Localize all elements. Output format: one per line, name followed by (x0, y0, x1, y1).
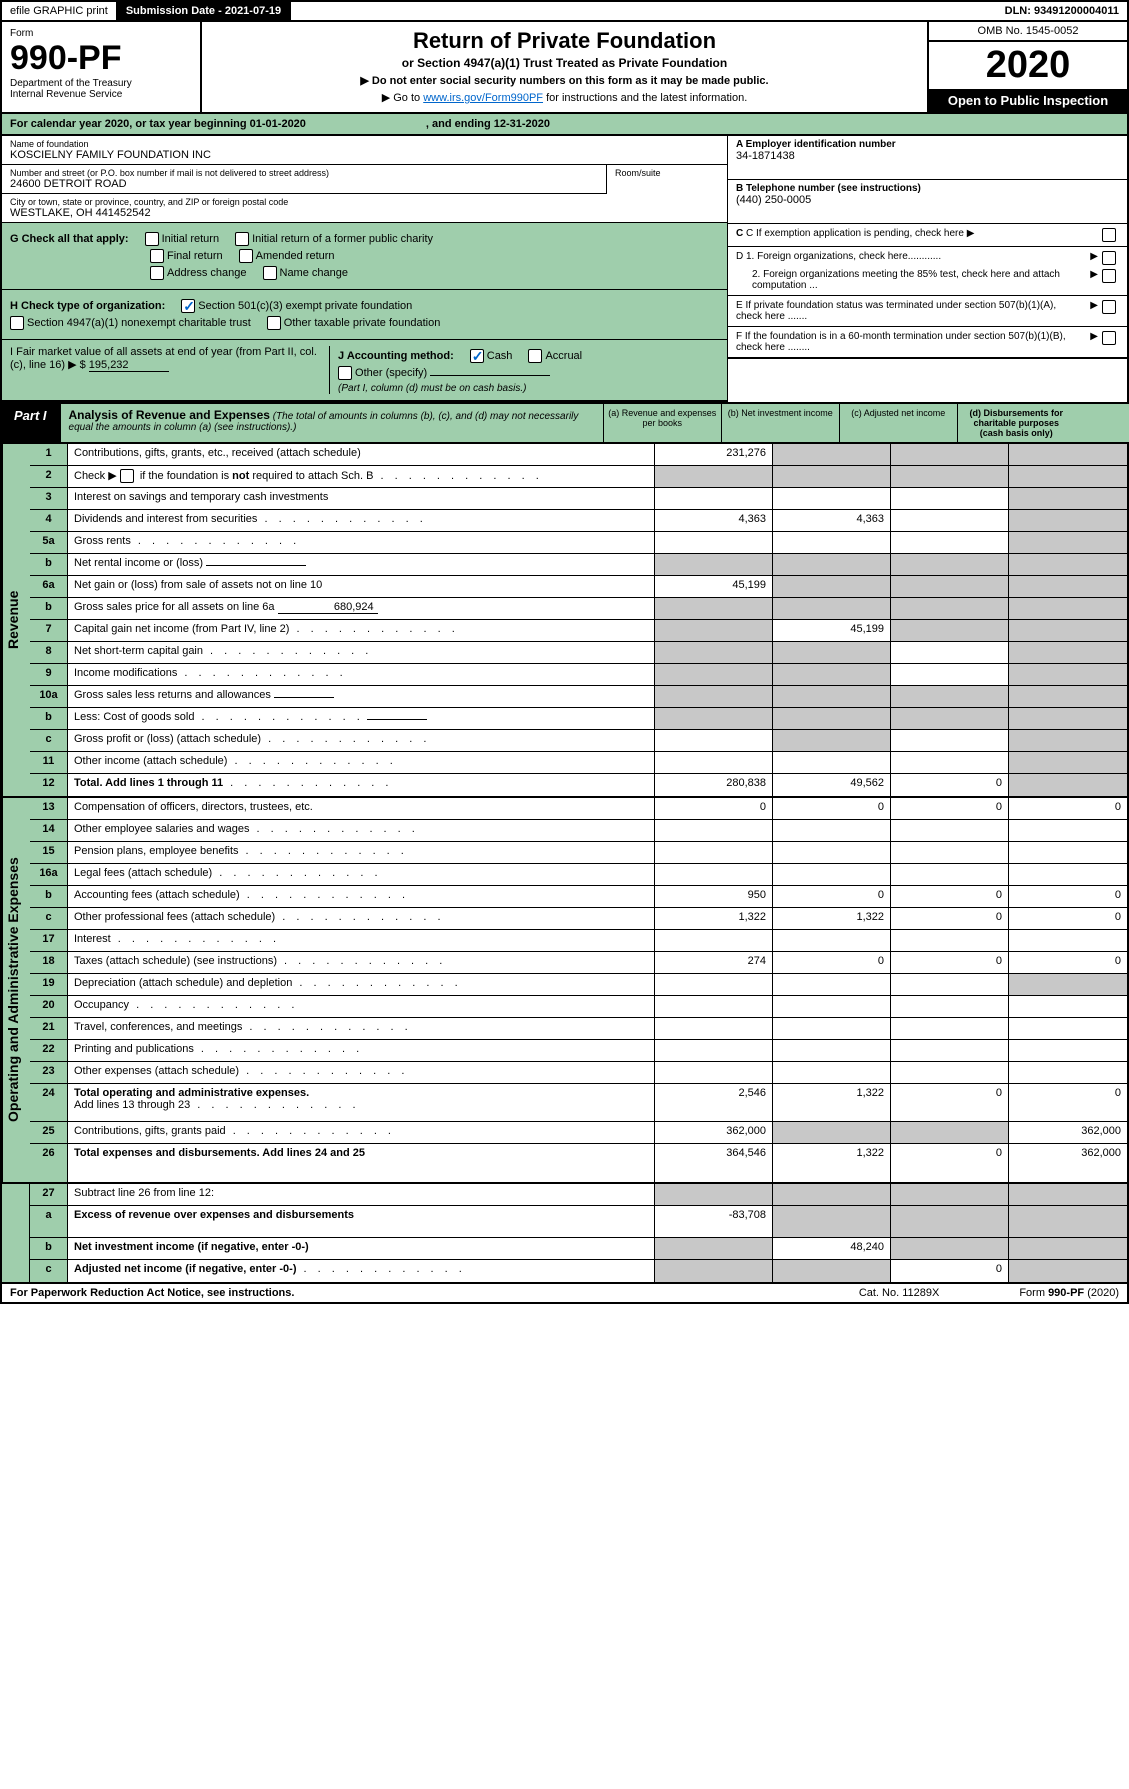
col-b: (b) Net investment income (721, 404, 839, 442)
open-public: Open to Public Inspection (929, 89, 1127, 112)
form-header: Form 990-PF Department of the Treasury I… (0, 22, 1129, 114)
revenue-rows: 1Contributions, gifts, grants, etc., rec… (30, 444, 1127, 796)
form-ref: Form 990-PF (2020) (1019, 1287, 1119, 1299)
header-right: OMB No. 1545-0052 2020 Open to Public In… (927, 22, 1127, 112)
city-cell: City or town, state or province, country… (2, 194, 727, 223)
cat-no: Cat. No. 11289X (859, 1287, 940, 1299)
cb-addr-change[interactable] (150, 266, 164, 280)
cb-other-method[interactable] (338, 366, 352, 380)
cb-schb[interactable] (120, 469, 134, 483)
side-blank (2, 1184, 30, 1282)
ein-label: A Employer identification number (736, 139, 1119, 150)
addr-row: Number and street (or P.O. box number if… (2, 165, 727, 194)
h-label: H Check type of organization: (10, 300, 165, 312)
d-row: D 1. Foreign organizations, check here..… (728, 247, 1127, 296)
cal-end: , and ending 12-31-2020 (426, 118, 550, 130)
phone-value: (440) 250-0005 (736, 194, 1119, 206)
phone-cell: B Telephone number (see instructions) (4… (728, 180, 1127, 224)
header-left: Form 990-PF Department of the Treasury I… (2, 22, 202, 112)
foundation-name-cell: Name of foundation KOSCIELNY FAMILY FOUN… (2, 136, 727, 165)
info-section: Name of foundation KOSCIELNY FAMILY FOUN… (0, 136, 1129, 402)
revenue-side-label: Revenue (2, 444, 30, 796)
room-suite: Room/suite (607, 165, 727, 194)
g-label: G Check all that apply: (10, 233, 129, 245)
instr2-post: for instructions and the latest informat… (546, 92, 747, 104)
form-title: Return of Private Foundation (214, 28, 915, 54)
submission-date: Submission Date - 2021-07-19 (118, 2, 291, 20)
ein-cell: A Employer identification number 34-1871… (728, 136, 1127, 180)
cb-initial-former[interactable] (235, 232, 249, 246)
part1-label: Part I (0, 404, 61, 442)
g-section: G Check all that apply: Initial return I… (2, 223, 727, 290)
j-label: J Accounting method: (338, 350, 454, 362)
instr-ssn: ▶ Do not enter social security numbers o… (214, 74, 915, 87)
addr-cell: Number and street (or P.O. box number if… (2, 165, 607, 194)
ein-value: 34-1871438 (736, 150, 1119, 162)
cb-501c3[interactable] (181, 299, 195, 313)
cb-4947[interactable] (10, 316, 24, 330)
expenses-grid: Operating and Administrative Expenses 13… (0, 798, 1129, 1184)
h-section: H Check type of organization: Section 50… (2, 290, 727, 340)
name-value: KOSCIELNY FAMILY FOUNDATION INC (10, 149, 719, 161)
info-left: Name of foundation KOSCIELNY FAMILY FOUN… (2, 136, 727, 402)
expenses-rows: 13Compensation of officers, directors, t… (30, 798, 1127, 1182)
pra-notice: For Paperwork Reduction Act Notice, see … (10, 1287, 294, 1299)
irs: Internal Revenue Service (10, 89, 192, 100)
name-label: Name of foundation (10, 139, 719, 149)
j-block: J Accounting method: Cash Accrual Other … (329, 346, 719, 394)
line27-rows: 27Subtract line 26 from line 12: aExcess… (30, 1184, 1127, 1282)
calendar-year-row: For calendar year 2020, or tax year begi… (0, 114, 1129, 136)
page-footer: For Paperwork Reduction Act Notice, see … (0, 1284, 1129, 1304)
line27-grid: 27Subtract line 26 from line 12: aExcess… (0, 1184, 1129, 1284)
addr-label: Number and street (or P.O. box number if… (10, 168, 598, 178)
instr2-pre: ▶ Go to (382, 92, 423, 104)
cb-initial[interactable] (145, 232, 159, 246)
tax-year: 2020 (929, 42, 1127, 89)
addr-value: 24600 DETROIT ROAD (10, 178, 598, 190)
col-d: (d) Disbursements for charitable purpose… (957, 404, 1075, 442)
form-label: Form (10, 28, 192, 39)
j-note: (Part I, column (d) must be on cash basi… (338, 383, 719, 394)
city-value: WESTLAKE, OH 441452542 (10, 207, 719, 219)
cb-e[interactable] (1102, 300, 1116, 314)
expenses-side-label: Operating and Administrative Expenses (2, 798, 30, 1182)
spacer (291, 8, 997, 14)
efile-label: efile GRAPHIC print (2, 2, 118, 20)
i-value: 195,232 (89, 359, 169, 372)
col-c: (c) Adjusted net income (839, 404, 957, 442)
form-number: 990-PF (10, 39, 192, 78)
cb-name-change[interactable] (263, 266, 277, 280)
cb-d1[interactable] (1102, 251, 1116, 265)
dln: DLN: 93491200004011 (997, 2, 1127, 20)
city-label: City or town, state or province, country… (10, 197, 719, 207)
c-exempt-row: C C If exemption application is pending,… (728, 224, 1127, 247)
cb-amended[interactable] (239, 249, 253, 263)
cb-cash[interactable] (470, 349, 484, 363)
header-center: Return of Private Foundation or Section … (202, 22, 927, 112)
f-row: F If the foundation is in a 60-month ter… (728, 327, 1127, 359)
irs-link[interactable]: www.irs.gov/Form990PF (423, 92, 543, 104)
cb-f[interactable] (1102, 331, 1116, 345)
cb-c-exempt[interactable] (1102, 228, 1116, 242)
omb-number: OMB No. 1545-0052 (929, 22, 1127, 42)
part1-header: Part I Analysis of Revenue and Expenses … (0, 402, 1129, 444)
ij-section: I Fair market value of all assets at end… (2, 340, 727, 402)
cb-accrual[interactable] (528, 349, 542, 363)
column-headers: (a) Revenue and expenses per books (b) N… (603, 404, 1129, 442)
form-subtitle: or Section 4947(a)(1) Trust Treated as P… (214, 56, 915, 70)
cal-begin: For calendar year 2020, or tax year begi… (10, 118, 306, 130)
i-block: I Fair market value of all assets at end… (10, 346, 329, 394)
cb-other-taxable[interactable] (267, 316, 281, 330)
cb-final[interactable] (150, 249, 164, 263)
part1-desc: Analysis of Revenue and Expenses (The to… (61, 404, 603, 442)
instr-link-row: ▶ Go to www.irs.gov/Form990PF for instru… (214, 91, 915, 104)
phone-label: B Telephone number (see instructions) (736, 183, 1119, 194)
e-row: E If private foundation status was termi… (728, 296, 1127, 327)
col-a: (a) Revenue and expenses per books (603, 404, 721, 442)
cb-d2[interactable] (1102, 269, 1116, 283)
dept: Department of the Treasury (10, 78, 192, 89)
info-right: A Employer identification number 34-1871… (727, 136, 1127, 402)
revenue-grid: Revenue 1Contributions, gifts, grants, e… (0, 444, 1129, 798)
top-bar: efile GRAPHIC print Submission Date - 20… (0, 0, 1129, 22)
